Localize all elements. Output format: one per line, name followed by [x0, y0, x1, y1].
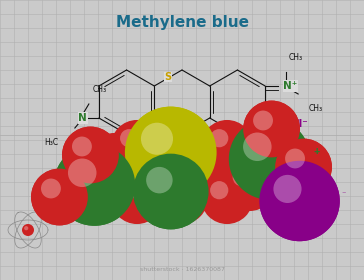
Circle shape	[201, 120, 253, 172]
Circle shape	[134, 133, 186, 185]
Circle shape	[187, 142, 206, 160]
Circle shape	[125, 107, 217, 198]
Text: N: N	[164, 122, 172, 132]
Circle shape	[223, 133, 276, 185]
Text: +: +	[313, 147, 320, 156]
Circle shape	[223, 159, 276, 211]
Circle shape	[141, 123, 173, 155]
Circle shape	[88, 159, 141, 211]
Circle shape	[120, 129, 138, 147]
Circle shape	[68, 158, 96, 187]
Circle shape	[259, 161, 340, 241]
Circle shape	[178, 133, 230, 185]
Circle shape	[275, 139, 332, 195]
Circle shape	[285, 149, 305, 168]
Circle shape	[143, 142, 161, 160]
Circle shape	[125, 107, 217, 198]
Circle shape	[133, 154, 209, 229]
Text: CH₃: CH₃	[308, 104, 322, 113]
Text: Cl⁻: Cl⁻	[291, 119, 308, 129]
Circle shape	[187, 168, 206, 186]
Circle shape	[146, 167, 173, 193]
Circle shape	[253, 111, 273, 130]
Circle shape	[146, 167, 173, 193]
Text: Methylene blue: Methylene blue	[115, 15, 249, 30]
Circle shape	[233, 142, 251, 160]
Circle shape	[253, 111, 273, 130]
Circle shape	[156, 120, 208, 172]
Circle shape	[243, 101, 300, 157]
Text: H₃C: H₃C	[45, 138, 59, 147]
Circle shape	[111, 120, 163, 172]
Text: CH₃: CH₃	[288, 53, 302, 62]
Circle shape	[243, 132, 272, 161]
Circle shape	[54, 144, 135, 226]
Circle shape	[143, 168, 161, 186]
Circle shape	[88, 133, 141, 185]
Text: S: S	[165, 72, 172, 82]
Circle shape	[273, 175, 301, 203]
Circle shape	[31, 169, 88, 225]
Text: =: =	[175, 121, 181, 127]
Circle shape	[201, 172, 253, 224]
Circle shape	[165, 129, 183, 147]
Circle shape	[273, 175, 301, 203]
Circle shape	[120, 181, 138, 199]
Circle shape	[233, 168, 251, 186]
Text: N: N	[79, 113, 87, 123]
Circle shape	[285, 149, 305, 168]
Circle shape	[62, 127, 119, 183]
Text: N⁺: N⁺	[283, 81, 297, 91]
Circle shape	[259, 161, 340, 241]
Circle shape	[98, 168, 116, 186]
Circle shape	[275, 139, 332, 195]
Circle shape	[243, 101, 300, 157]
Circle shape	[134, 159, 186, 211]
Circle shape	[141, 123, 173, 155]
Circle shape	[54, 144, 135, 226]
Circle shape	[133, 154, 209, 229]
Circle shape	[41, 179, 61, 199]
Circle shape	[24, 226, 28, 230]
Text: ⁻: ⁻	[342, 189, 346, 198]
Circle shape	[229, 118, 310, 200]
Circle shape	[111, 172, 163, 224]
Circle shape	[72, 137, 92, 157]
Circle shape	[98, 142, 116, 160]
Circle shape	[178, 159, 230, 211]
Text: shutterstock · 1626370087: shutterstock · 1626370087	[139, 267, 225, 272]
Circle shape	[243, 132, 272, 161]
Circle shape	[210, 129, 228, 147]
Circle shape	[156, 172, 208, 224]
Circle shape	[229, 118, 310, 200]
Circle shape	[68, 158, 96, 187]
Circle shape	[210, 181, 228, 199]
Circle shape	[62, 127, 119, 183]
Text: CH₃: CH₃	[93, 85, 107, 94]
Circle shape	[41, 179, 61, 199]
Text: +: +	[313, 147, 320, 156]
Circle shape	[22, 224, 34, 236]
Circle shape	[31, 169, 88, 225]
Circle shape	[72, 137, 92, 157]
Circle shape	[165, 181, 183, 199]
